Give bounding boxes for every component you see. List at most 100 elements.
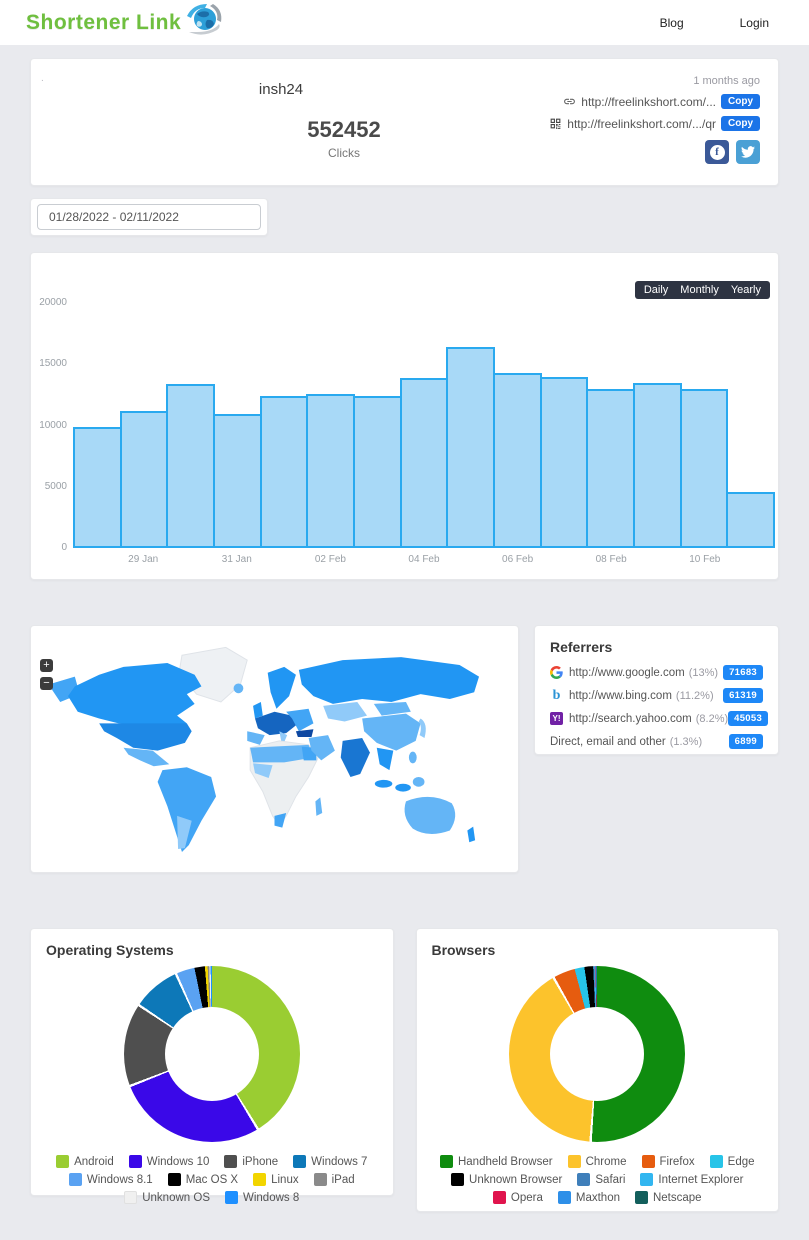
legend-label: iPhone bbox=[242, 1155, 279, 1168]
bar[interactable] bbox=[399, 377, 449, 548]
bar[interactable] bbox=[213, 414, 262, 548]
browsers-donut-wrap bbox=[432, 966, 764, 1142]
legend-item[interactable]: Netscape bbox=[634, 1191, 702, 1204]
copy-short-url-button[interactable]: Copy bbox=[721, 94, 760, 109]
legend-item[interactable]: Chrome bbox=[567, 1155, 627, 1168]
legend-label: Android bbox=[74, 1155, 114, 1168]
bar[interactable] bbox=[306, 394, 356, 548]
legend-swatch bbox=[225, 1191, 238, 1204]
referrer-count-badge: 45053 bbox=[728, 711, 769, 726]
date-range-card: 01/28/2022 - 02/11/2022 bbox=[30, 198, 268, 236]
twitter-share-button[interactable] bbox=[736, 140, 760, 164]
facebook-share-button[interactable]: f bbox=[705, 140, 729, 164]
referrer-url: Direct, email and other bbox=[550, 735, 666, 748]
referrer-percent: (8.2%) bbox=[695, 712, 729, 725]
bar[interactable] bbox=[633, 383, 682, 548]
legend-item[interactable]: Handheld Browser bbox=[439, 1155, 553, 1168]
copy-qr-url-button[interactable]: Copy bbox=[721, 116, 760, 131]
referrer-url: http://www.bing.com bbox=[569, 689, 672, 702]
referrer-url: http://search.yahoo.com bbox=[569, 712, 692, 725]
legend-swatch bbox=[68, 1173, 82, 1186]
period-daily-button[interactable]: Daily bbox=[643, 284, 669, 296]
bar[interactable] bbox=[353, 395, 402, 548]
legend-label: Handheld Browser bbox=[457, 1155, 553, 1168]
period-toggle: Daily Monthly Yearly bbox=[634, 281, 770, 299]
y-tick-label: 0 bbox=[61, 542, 67, 553]
legend-item[interactable]: Firefox bbox=[641, 1155, 695, 1168]
referrer-count-badge: 71683 bbox=[723, 665, 763, 680]
referrer-count-badge: 61319 bbox=[723, 688, 763, 703]
legend-item[interactable]: Windows 8.1 bbox=[68, 1173, 153, 1186]
legend-item[interactable]: Unknown OS bbox=[124, 1191, 210, 1204]
legend-label: Windows 10 bbox=[146, 1155, 210, 1168]
referrer-row: Y! http://search.yahoo.com (8.2%) 45053 bbox=[550, 711, 769, 726]
bar[interactable] bbox=[166, 383, 216, 548]
legend-item[interactable]: Windows 8 bbox=[225, 1191, 299, 1204]
legend-label: Windows 8 bbox=[243, 1191, 300, 1204]
link-meta-column: 1 months ago http://freelinkshort.com/..… bbox=[549, 75, 760, 164]
bar[interactable] bbox=[679, 389, 729, 548]
brand-logo[interactable]: Shortener Link bbox=[26, 2, 225, 43]
legend-item[interactable]: Maxthon bbox=[557, 1191, 620, 1204]
x-tick-label: 04 Feb bbox=[408, 554, 440, 565]
header: Shortener Link Blog Login bbox=[0, 0, 809, 45]
legend-item[interactable]: Edge bbox=[709, 1155, 755, 1168]
bar[interactable] bbox=[446, 347, 496, 548]
legend-swatch bbox=[128, 1155, 142, 1168]
legend-swatch bbox=[56, 1155, 70, 1168]
legend-item[interactable]: Internet Explorer bbox=[640, 1173, 743, 1186]
os-donut-wrap bbox=[46, 966, 378, 1142]
legend-label: Firefox bbox=[659, 1155, 695, 1168]
short-url-row: http://freelinkshort.com/... Copy bbox=[563, 94, 760, 109]
browsers-donut-chart[interactable] bbox=[509, 966, 686, 1142]
legend-item[interactable]: iPad bbox=[313, 1173, 355, 1186]
legend-swatch bbox=[451, 1173, 465, 1186]
world-map[interactable] bbox=[31, 626, 518, 868]
map-zoom-in-button[interactable]: + bbox=[40, 659, 53, 672]
legend-item[interactable]: Opera bbox=[492, 1191, 543, 1204]
legend-swatch bbox=[557, 1191, 571, 1204]
legend-label: Edge bbox=[727, 1155, 755, 1168]
map-zoom-out-button[interactable]: − bbox=[40, 677, 53, 690]
bar[interactable] bbox=[119, 410, 169, 548]
legend-item[interactable]: Android bbox=[56, 1155, 114, 1168]
legend-item[interactable]: Safari bbox=[577, 1173, 625, 1186]
referrer-url: http://www.google.com bbox=[569, 666, 685, 679]
bar[interactable] bbox=[586, 388, 636, 548]
card-marker: . bbox=[41, 73, 44, 84]
period-yearly-button[interactable]: Yearly bbox=[730, 284, 761, 296]
clicks-label: Clicks bbox=[328, 146, 360, 160]
referrer-row: Direct, email and other (1.3%) 6899 bbox=[550, 734, 763, 749]
referrer-list: http://www.google.com (13%) 71683 b http://w… bbox=[550, 665, 769, 749]
legend-item[interactable]: Mac OS X bbox=[167, 1173, 238, 1186]
bar[interactable] bbox=[493, 372, 542, 548]
legend-item[interactable]: iPhone bbox=[224, 1155, 278, 1168]
link-age: 1 months ago bbox=[693, 75, 760, 87]
referrer-percent: (13%) bbox=[688, 666, 719, 679]
bar-y-axis: 0 5000 10000 15000 20000 bbox=[37, 297, 69, 553]
os-donut-chart[interactable] bbox=[123, 966, 300, 1142]
bing-icon: b bbox=[552, 687, 561, 703]
social-share-row: f bbox=[705, 140, 760, 164]
legend-swatch bbox=[224, 1155, 238, 1168]
nav-blog-link[interactable]: Blog bbox=[659, 15, 684, 30]
bar-x-axis: 29 Jan 31 Jan 02 Feb 04 Feb 06 Feb 08 Feb 10 F… bbox=[37, 554, 784, 570]
nav-login-link[interactable]: Login bbox=[739, 15, 769, 30]
x-tick-label: 29 Jan bbox=[128, 554, 159, 565]
legend-item[interactable]: Unknown Browser bbox=[451, 1173, 562, 1186]
y-tick-label: 5000 bbox=[44, 480, 67, 492]
google-icon bbox=[550, 666, 563, 679]
bar[interactable] bbox=[73, 426, 122, 548]
legend-item[interactable]: Windows 10 bbox=[128, 1155, 210, 1168]
bar[interactable] bbox=[539, 377, 589, 548]
referrer-count-badge: 6899 bbox=[728, 734, 763, 749]
legend-item[interactable]: Linux bbox=[253, 1173, 299, 1186]
bar[interactable] bbox=[726, 491, 776, 548]
x-tick-label: 31 Jan bbox=[221, 554, 252, 565]
legend-item[interactable]: Windows 7 bbox=[293, 1155, 367, 1168]
bar[interactable] bbox=[259, 395, 309, 548]
legend-label: Unknown Browser bbox=[469, 1173, 563, 1186]
legend-label: Opera bbox=[510, 1191, 543, 1204]
date-range-input[interactable]: 01/28/2022 - 02/11/2022 bbox=[37, 204, 261, 230]
period-monthly-button[interactable]: Monthly bbox=[680, 284, 719, 296]
